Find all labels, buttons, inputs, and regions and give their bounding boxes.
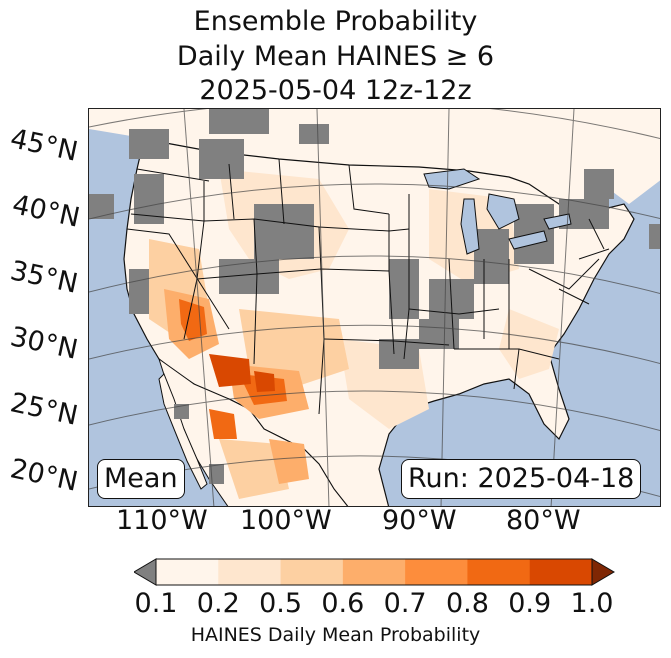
title-line-3: 2025-05-04 12z-12z xyxy=(199,75,472,106)
colorbar-label: HAINES Daily Mean Probability xyxy=(190,624,481,646)
colorbar-bin xyxy=(529,559,593,585)
colorbar-tick-label: 0.6 xyxy=(321,588,365,619)
probability-fill-max xyxy=(209,354,275,392)
lat-label-20: 20°N xyxy=(7,453,81,498)
title-line-2: Daily Mean HAINES ≥ 6 xyxy=(176,41,495,72)
state-boundaries xyxy=(126,158,610,415)
colorbar-tick-label: 0.8 xyxy=(445,588,489,619)
canada-land xyxy=(89,109,660,219)
colorbar-tick-label: 1.0 xyxy=(570,588,614,619)
lat-label-45: 45°N xyxy=(7,123,81,168)
run-date-label: Run: 2025-04-18 xyxy=(401,459,642,499)
colorbar-bin xyxy=(156,559,219,585)
colorbar-bin xyxy=(342,559,406,585)
colorbar-bin xyxy=(405,559,468,585)
colorbar-bin xyxy=(280,559,344,585)
lon-label-110: 110°W xyxy=(116,505,208,536)
lon-label-80: 80°W xyxy=(506,505,581,536)
probability-map xyxy=(88,108,661,507)
colorbar-bin xyxy=(467,559,531,585)
colorbar-tick-label: 0.5 xyxy=(259,588,303,619)
lat-label-25: 25°N xyxy=(7,387,81,432)
mean-label: Mean xyxy=(97,459,185,499)
colorbar-over-arrow xyxy=(591,558,615,586)
colorbar-tick-label: 0.1 xyxy=(134,588,178,619)
masked-gray-areas xyxy=(89,109,660,484)
great-lakes xyxy=(423,168,572,255)
lat-label-40: 40°N xyxy=(9,189,83,234)
lon-label-100: 100°W xyxy=(240,505,332,536)
colorbar-tick-label: 0.7 xyxy=(383,588,427,619)
title-line-1: Ensemble Probability xyxy=(193,6,478,37)
colorbar-tick-label: 0.2 xyxy=(196,588,240,619)
map-canvas xyxy=(89,109,660,506)
colorbar-bin xyxy=(218,559,282,585)
lat-label-35: 35°N xyxy=(7,255,81,300)
lat-label-30: 30°N xyxy=(7,321,81,366)
lon-label-90: 90°W xyxy=(382,505,457,536)
colorbar-under-arrow xyxy=(134,558,157,586)
colorbar-tick-label: 0.9 xyxy=(508,588,552,619)
colorbar xyxy=(134,558,615,586)
